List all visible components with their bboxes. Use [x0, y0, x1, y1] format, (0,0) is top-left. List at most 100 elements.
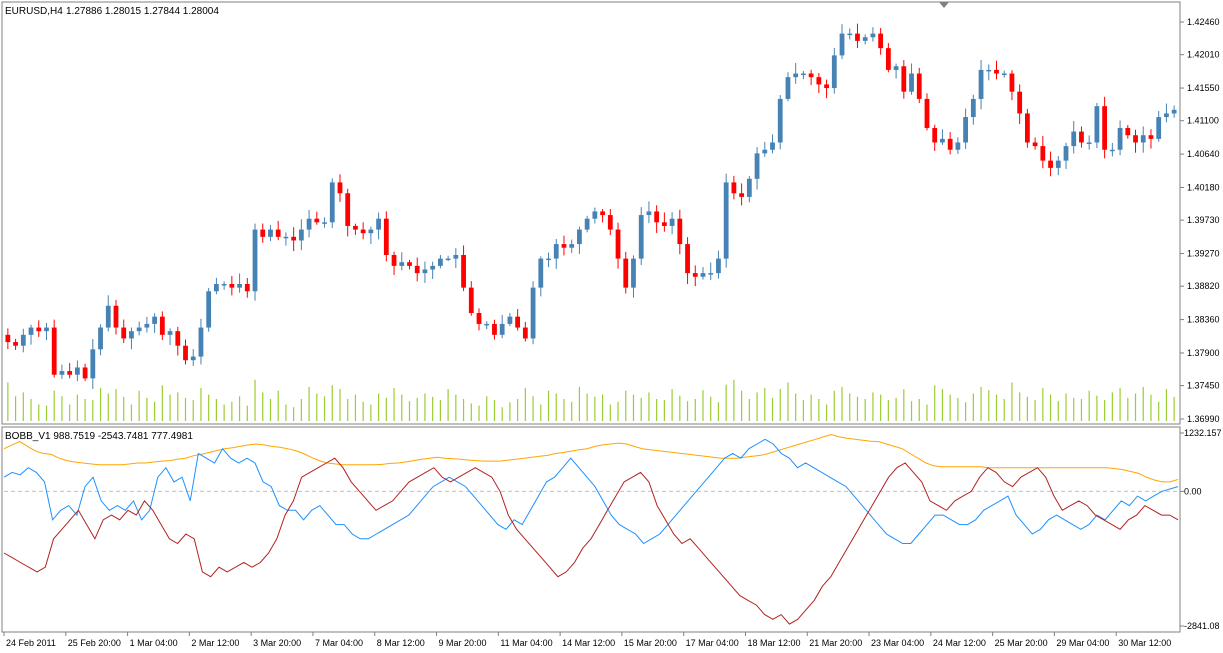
time-tick-label: 11 Mar 04:00 [500, 638, 552, 648]
candle [260, 223, 266, 243]
candle [762, 141, 768, 157]
candle [59, 364, 65, 379]
candle [909, 63, 914, 95]
candle [368, 226, 374, 245]
time-tick-label: 2 Mar 12:00 [191, 638, 239, 648]
time-tick-label: 7 Mar 04:00 [315, 638, 363, 648]
candle [685, 237, 690, 284]
candle [623, 251, 629, 294]
candle [5, 328, 11, 350]
candle [569, 239, 575, 254]
candle [893, 63, 899, 79]
candle [391, 251, 397, 275]
price-tick-label: 1.37900 [1187, 348, 1220, 358]
price-tick-label: 1.39270 [1187, 249, 1220, 259]
price-tick-label: 1.42010 [1187, 50, 1220, 60]
candle [1171, 105, 1177, 118]
candle [824, 79, 829, 99]
candle [1125, 125, 1131, 139]
candle [885, 43, 891, 73]
candle [515, 309, 521, 331]
candle [399, 252, 405, 271]
candle [584, 215, 590, 233]
candle [746, 176, 752, 203]
candle [1071, 121, 1077, 154]
candle [1133, 129, 1138, 153]
candle [530, 281, 536, 345]
time-tick-label: 21 Mar 20:00 [809, 638, 862, 648]
candle [376, 212, 381, 240]
candle [963, 108, 968, 149]
candle [1024, 108, 1030, 148]
symbol-label: EURUSD,H4 [5, 6, 63, 17]
candle [407, 259, 412, 270]
candle [932, 124, 938, 152]
price-panel[interactable] [1, 1, 1181, 425]
candle [847, 28, 853, 40]
candle [600, 208, 605, 223]
candle [878, 27, 884, 55]
candle [74, 360, 80, 382]
candle [275, 220, 281, 241]
candle [129, 327, 134, 350]
price-tick-label: 1.41550 [1187, 83, 1220, 93]
candle [105, 295, 111, 332]
chart-shift-marker[interactable] [939, 2, 949, 8]
candle [731, 175, 737, 200]
candle [839, 24, 845, 60]
candle [924, 93, 930, 131]
time-tick-label: 24 Mar 12:00 [933, 638, 986, 648]
candle [577, 226, 582, 254]
time-axis: 24 Feb 2011 25 Feb 20:00 1 Mar 04:00 2 Mar … [3, 632, 1171, 648]
candle [522, 321, 528, 342]
indicator-line-blue [3, 438, 1179, 545]
candle [314, 211, 320, 225]
candle [167, 328, 173, 346]
candle [793, 62, 799, 84]
candle [716, 250, 721, 279]
indicator-tick-label: -2841.08 [1184, 621, 1220, 631]
candle [947, 131, 953, 155]
price-tick-label: 1.41100 [1187, 116, 1219, 126]
candle [816, 72, 822, 94]
indicator-panel[interactable] [1, 426, 1181, 633]
candle [121, 319, 127, 344]
candle [453, 248, 459, 269]
indicator-axis: 1232.157 0.00 -2841.08 [1180, 428, 1222, 631]
time-tick-label: 14 Mar 12:00 [562, 638, 615, 648]
candle [1063, 142, 1069, 169]
candle [1032, 137, 1038, 150]
time-tick-label: 25 Feb 20:00 [68, 638, 121, 648]
candle [901, 60, 907, 99]
candle [986, 64, 992, 81]
candle [383, 211, 389, 262]
candle [144, 316, 150, 333]
candle [67, 363, 73, 379]
time-tick-label: 29 Mar 04:00 [1056, 638, 1109, 648]
candle [669, 212, 675, 235]
candle [1017, 84, 1023, 125]
candle [461, 245, 466, 292]
candle [1055, 156, 1061, 176]
time-tick-label: 9 Mar 20:00 [439, 638, 487, 648]
candle [51, 319, 57, 378]
candle [298, 219, 304, 251]
candle [1102, 96, 1108, 159]
candle [252, 223, 258, 301]
indicator-tick-label: 0.00 [1184, 486, 1202, 496]
candle [546, 252, 551, 268]
candle [152, 313, 158, 333]
candle [113, 299, 119, 335]
price-tick-label: 1.36990 [1187, 414, 1220, 424]
price-tick-label: 1.38360 [1187, 315, 1220, 325]
candle [561, 235, 567, 256]
candle [592, 207, 598, 224]
candle [345, 188, 351, 237]
candle [1001, 70, 1007, 78]
candle [422, 261, 428, 283]
candle [916, 67, 922, 104]
candle [306, 209, 312, 238]
candle [708, 262, 714, 281]
candle [414, 257, 420, 282]
